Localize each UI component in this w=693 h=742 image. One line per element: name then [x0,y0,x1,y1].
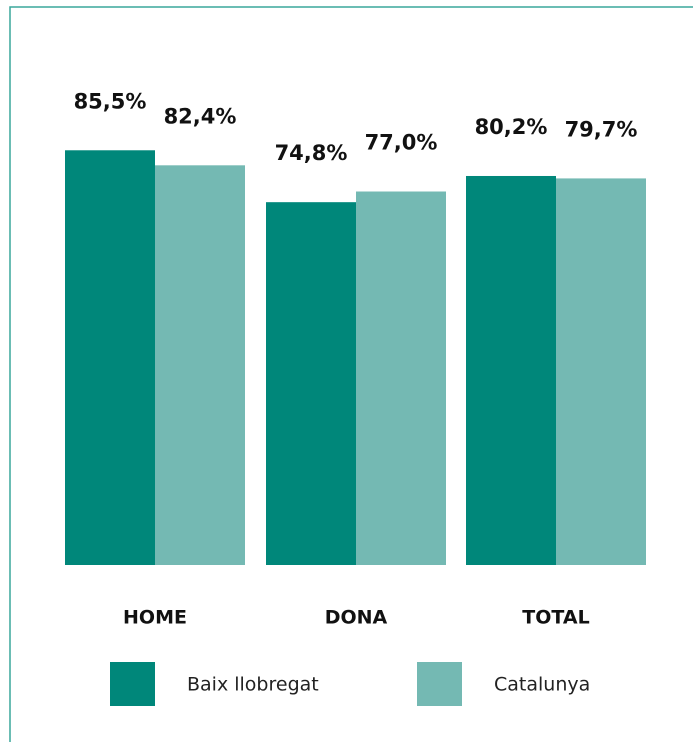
value-label: 77,0% [365,131,438,155]
value-label: 80,2% [475,115,548,139]
x-tick-label: HOME [123,607,187,629]
legend-swatch [110,662,155,706]
x-tick-label: DONA [325,607,388,629]
bar [556,178,646,566]
x-tick-label: TOTAL [522,607,589,629]
value-label: 79,7% [565,117,638,141]
frame [9,6,693,742]
value-label: 82,4% [164,104,237,128]
bar [155,165,245,566]
bar [266,202,356,566]
value-label: 85,5% [74,89,147,113]
legend-label: Baix llobregat [187,674,319,696]
bar [466,175,556,566]
legend-swatch [417,662,462,706]
value-label: 74,8% [275,141,348,165]
legend-label: Catalunya [494,674,590,696]
bar [65,150,155,565]
bar [356,191,446,566]
